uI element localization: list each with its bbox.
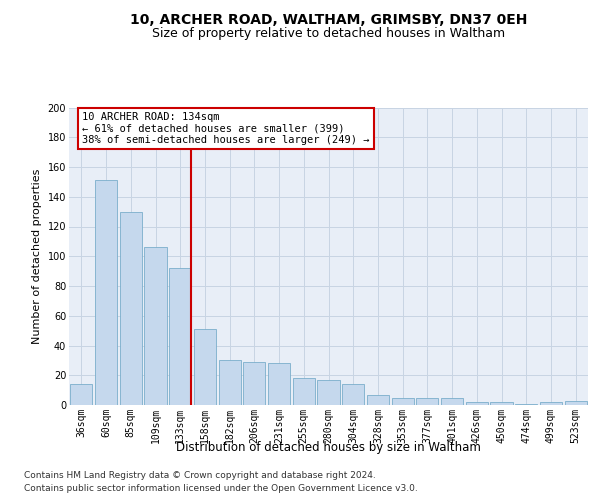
- Text: Size of property relative to detached houses in Waltham: Size of property relative to detached ho…: [152, 28, 505, 40]
- Bar: [95, 180, 117, 405]
- Bar: [515, 404, 538, 405]
- Bar: [243, 362, 265, 405]
- Bar: [70, 384, 92, 405]
- Text: 10, ARCHER ROAD, WALTHAM, GRIMSBY, DN37 0EH: 10, ARCHER ROAD, WALTHAM, GRIMSBY, DN37 …: [130, 12, 527, 26]
- Bar: [119, 212, 142, 405]
- Bar: [145, 248, 167, 405]
- Bar: [565, 400, 587, 405]
- Bar: [194, 329, 216, 405]
- Bar: [317, 380, 340, 405]
- Text: Contains HM Land Registry data © Crown copyright and database right 2024.: Contains HM Land Registry data © Crown c…: [24, 471, 376, 480]
- Bar: [490, 402, 512, 405]
- Bar: [293, 378, 315, 405]
- Bar: [392, 398, 414, 405]
- Bar: [441, 398, 463, 405]
- Bar: [342, 384, 364, 405]
- Text: Distribution of detached houses by size in Waltham: Distribution of detached houses by size …: [176, 441, 481, 454]
- Bar: [169, 268, 191, 405]
- Bar: [367, 394, 389, 405]
- Bar: [268, 364, 290, 405]
- Text: Contains public sector information licensed under the Open Government Licence v3: Contains public sector information licen…: [24, 484, 418, 493]
- Text: 10 ARCHER ROAD: 134sqm
← 61% of detached houses are smaller (399)
38% of semi-de: 10 ARCHER ROAD: 134sqm ← 61% of detached…: [82, 112, 370, 145]
- Bar: [540, 402, 562, 405]
- Y-axis label: Number of detached properties: Number of detached properties: [32, 168, 42, 344]
- Bar: [466, 402, 488, 405]
- Bar: [218, 360, 241, 405]
- Bar: [416, 398, 439, 405]
